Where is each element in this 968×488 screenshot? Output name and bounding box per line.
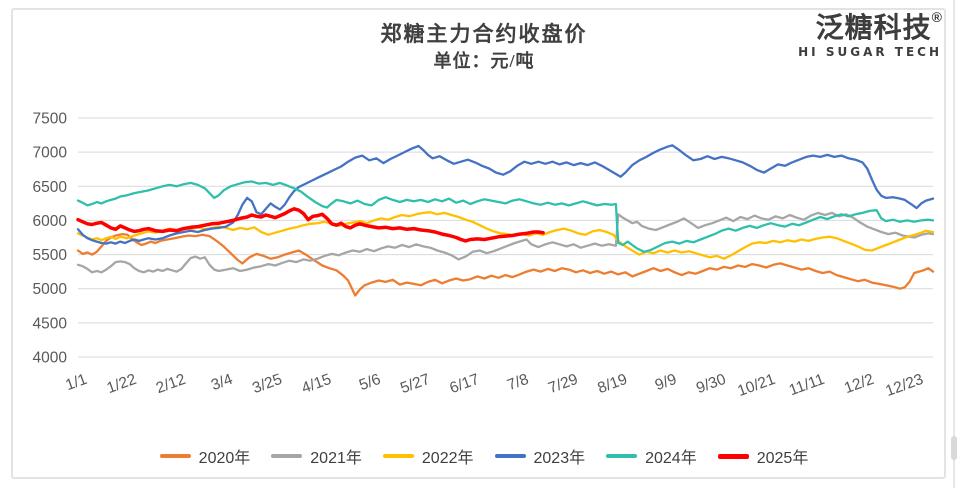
x-axis-label: 5/6 (357, 371, 383, 394)
y-axis-label: 6000 (33, 213, 68, 230)
x-axis-label: 11/11 (787, 371, 827, 399)
x-axis-label: 3/25 (250, 371, 284, 397)
legend-item-2020年: 2020年 (159, 444, 251, 468)
legend-item-2025年: 2025年 (717, 444, 809, 468)
series-line-2023年 (76, 144, 935, 245)
y-axis-label: 4000 (33, 350, 68, 367)
x-axis-label: 7/29 (546, 371, 580, 397)
brand-logo: 泛糖科技 ® HI SUGAR TECH (798, 9, 942, 59)
series-line-2024年 (76, 180, 935, 253)
legend-swatch (606, 454, 638, 458)
registered-mark-icon: ® (931, 9, 942, 25)
legend-label: 2020年 (198, 450, 251, 467)
x-axis-label: 9/30 (694, 371, 729, 397)
series-line-2022年 (76, 211, 935, 260)
legend-swatch (382, 454, 414, 458)
y-axis-label: 6500 (33, 179, 68, 196)
legend-label: 2023年 (533, 450, 586, 467)
legend-label: 2024年 (645, 450, 697, 467)
x-axis-label: 12/2 (842, 371, 876, 397)
brand-name: 泛糖科技 (815, 11, 932, 44)
brand-tagline: HI SUGAR TECH (798, 45, 942, 59)
chart-title: 郑糖主力合约收盘价 (380, 22, 588, 46)
series-line-2020年 (76, 232, 935, 297)
legend-swatch (717, 453, 749, 459)
x-axis-label: 4/15 (299, 371, 333, 397)
card-frame (11, 8, 946, 479)
legend-label: 2021年 (310, 450, 362, 467)
x-axis-label: 6/17 (447, 371, 481, 397)
scrollbar-thumb[interactable] (951, 436, 957, 460)
chart-unit-label: 单位：元/吨 (433, 51, 535, 71)
legend-label: 2025年 (756, 450, 809, 467)
y-axis-label: 5500 (33, 247, 68, 264)
legend-label: 2022年 (421, 450, 474, 467)
y-axis-label: 5000 (33, 281, 68, 298)
legend-item-2022年: 2022年 (382, 444, 474, 468)
x-axis-label: 3/4 (209, 371, 235, 394)
x-axis-label: 9/9 (653, 371, 679, 394)
scrollbar-track[interactable] (953, 0, 955, 488)
y-axis-label: 4500 (33, 315, 68, 332)
x-axis-label: 8/19 (595, 371, 629, 397)
x-axis-label: 7/8 (505, 371, 531, 394)
x-axis-label: 10/21 (735, 371, 777, 400)
x-axis-label: 12/23 (883, 371, 925, 400)
legend-swatch (271, 454, 303, 458)
x-axis-label: 1/1 (63, 371, 89, 394)
legend-swatch (159, 454, 191, 458)
legend-item-2024年: 2024年 (606, 444, 697, 468)
series-line-2025年 (76, 207, 545, 243)
chart-legend: 2020年 2021年 2022年 2023年 2024年 2025年 (0, 444, 968, 468)
y-axis-label: 7000 (33, 145, 68, 162)
series-line-2021年 (76, 211, 935, 274)
legend-item-2023年: 2023年 (494, 444, 586, 468)
x-axis-label: 5/27 (398, 371, 432, 397)
legend-swatch (494, 454, 526, 458)
chart-header: 郑糖主力合约收盘价 单位：元/吨 (0, 20, 968, 74)
legend-item-2021年: 2021年 (271, 444, 362, 468)
x-axis-label: 2/12 (154, 371, 188, 397)
y-axis-label: 7500 (33, 111, 68, 128)
x-axis-label: 1/22 (105, 371, 139, 397)
